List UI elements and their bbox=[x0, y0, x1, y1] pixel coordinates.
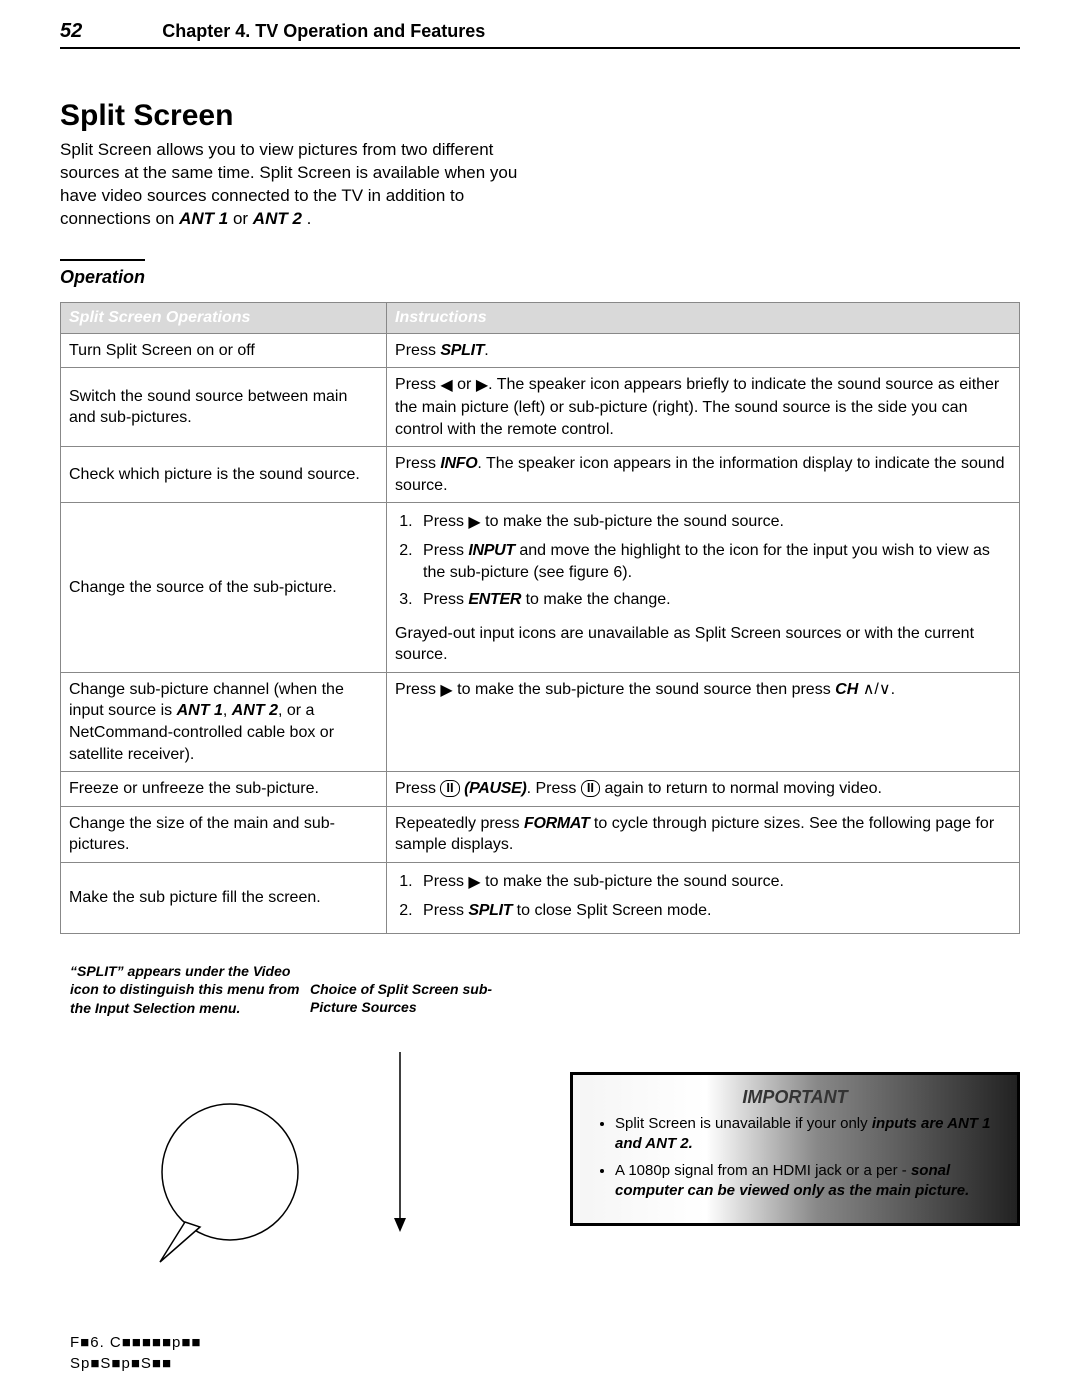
text: Press bbox=[423, 542, 468, 559]
right-arrow-icon: ▶ bbox=[468, 872, 480, 894]
key-format: FORMAT bbox=[524, 815, 589, 832]
key-enter: ENTER bbox=[468, 591, 521, 608]
instr-cell: Press ◀ or ▶. The speaker icon appears b… bbox=[387, 368, 1020, 447]
text: to make the sub-picture the sound source… bbox=[453, 681, 835, 698]
table-row: Change the size of the main and sub-pict… bbox=[61, 806, 1020, 862]
text: Grayed-out input icons are unavailable a… bbox=[395, 625, 974, 664]
operation-heading: Operation bbox=[60, 259, 145, 288]
text: ∧/∨. bbox=[858, 681, 895, 698]
op-cell: Check which picture is the sound source. bbox=[61, 447, 387, 503]
section-intro: Split Screen allows you to view pictures… bbox=[60, 139, 530, 231]
text: to make the change. bbox=[521, 591, 670, 608]
key-split: SPLIT bbox=[468, 902, 512, 919]
ant1: ANT 1 bbox=[177, 702, 223, 719]
th-operations: Split Screen Operations bbox=[61, 302, 387, 333]
list-item: Press ▶ to make the sub-picture the soun… bbox=[417, 871, 1011, 894]
table-row: Check which picture is the sound source.… bbox=[61, 447, 1020, 503]
text: or bbox=[453, 376, 476, 393]
figure-diagram bbox=[60, 1042, 480, 1302]
important-bullet: Split Screen is unavailable if your only… bbox=[615, 1114, 1001, 1155]
important-title: IMPORTANT bbox=[589, 1087, 1001, 1108]
right-arrow-icon: ▶ bbox=[440, 680, 452, 702]
pause-icon: II bbox=[581, 780, 600, 797]
text: Repeatedly press bbox=[395, 815, 524, 832]
important-bullet: A 1080p signal from an HDMI jack or a pe… bbox=[615, 1161, 1001, 1202]
instr-cell: Press ▶ to make the sub-picture the soun… bbox=[387, 672, 1020, 771]
text: Press bbox=[395, 376, 440, 393]
page-number: 52 bbox=[60, 20, 82, 43]
key-pause: (PAUSE) bbox=[464, 780, 527, 797]
op-cell: Switch the sound source between main and… bbox=[61, 368, 387, 447]
ant2: ANT 2 bbox=[232, 702, 278, 719]
text: again to return to normal moving video. bbox=[600, 780, 882, 797]
figure-label: F■6. C■■■■■p■■ Sp■S■p■S■■ bbox=[70, 1332, 202, 1374]
pause-icon: II bbox=[440, 780, 459, 797]
table-row: Freeze or unfreeze the sub-picture. Pres… bbox=[61, 772, 1020, 807]
text: Press bbox=[395, 681, 440, 698]
instr-cell: Press SPLIT. bbox=[387, 333, 1020, 368]
right-arrow-icon: ▶ bbox=[476, 375, 488, 397]
op-cell: Change the size of the main and sub-pict… bbox=[61, 806, 387, 862]
instr-cell: Press INFO. The speaker icon appears in … bbox=[387, 447, 1020, 503]
th-instructions: Instructions bbox=[387, 302, 1020, 333]
intro-period: . bbox=[307, 209, 312, 228]
intro-or: or bbox=[233, 209, 253, 228]
text: , bbox=[223, 702, 232, 719]
left-arrow-icon: ◀ bbox=[440, 375, 452, 397]
op-cell: Turn Split Screen on or off bbox=[61, 333, 387, 368]
key-ch: CH bbox=[835, 681, 858, 698]
figure-label-line2: Sp■S■p■S■■ bbox=[70, 1355, 172, 1372]
instr-cell: Press ▶ to make the sub-picture the soun… bbox=[387, 863, 1020, 934]
table-row: Turn Split Screen on or off Press SPLIT. bbox=[61, 333, 1020, 368]
text: . bbox=[484, 342, 488, 359]
text: Press bbox=[395, 342, 440, 359]
table-row: Make the sub picture fill the screen. Pr… bbox=[61, 863, 1020, 934]
key-split: SPLIT bbox=[440, 342, 484, 359]
figure-label-line1: F■6. C■■■■■p■■ bbox=[70, 1334, 202, 1351]
figure-caption-1: “SPLIT” appears under the Video icon to … bbox=[70, 962, 300, 1017]
text: . The speaker icon appears in the inform… bbox=[395, 455, 1005, 494]
intro-ant1: ANT 1 bbox=[179, 209, 228, 228]
key-input: INPUT bbox=[468, 542, 515, 559]
op-cell: Change sub-picture channel (when the inp… bbox=[61, 672, 387, 771]
text: Press bbox=[423, 873, 468, 890]
list-item: Press SPLIT to close Split Screen mode. bbox=[417, 900, 1011, 922]
text: Press bbox=[395, 455, 440, 472]
text: Press bbox=[395, 780, 440, 797]
figure-area: “SPLIT” appears under the Video icon to … bbox=[60, 962, 1020, 1392]
key-info: INFO bbox=[440, 455, 477, 472]
instr-cell: Repeatedly press FORMAT to cycle through… bbox=[387, 806, 1020, 862]
table-row: Change sub-picture channel (when the inp… bbox=[61, 672, 1020, 771]
section-title: Split Screen bbox=[60, 99, 1020, 133]
table-row: Switch the sound source between main and… bbox=[61, 368, 1020, 447]
text: Press bbox=[423, 591, 468, 608]
text: to make the sub-picture the sound source… bbox=[481, 513, 784, 530]
operations-table: Split Screen Operations Instructions Tur… bbox=[60, 302, 1020, 934]
important-box: IMPORTANT Split Screen is unavailable if… bbox=[570, 1072, 1020, 1226]
page-header: 52 Chapter 4. TV Operation and Features bbox=[60, 20, 1020, 49]
text: . Press bbox=[527, 780, 581, 797]
instr-cell: Press ▶ to make the sub-picture the soun… bbox=[387, 503, 1020, 673]
text: to close Split Screen mode. bbox=[512, 902, 711, 919]
text: A 1080p signal from an HDMI jack or a pe… bbox=[615, 1162, 911, 1179]
text: Split Screen is unavailable if your only bbox=[615, 1115, 872, 1132]
list-item: Press INPUT and move the highlight to th… bbox=[417, 540, 1011, 583]
instr-cell: Press II (PAUSE). Press II again to retu… bbox=[387, 772, 1020, 807]
chapter-title: Chapter 4. TV Operation and Features bbox=[162, 21, 485, 42]
text: Press bbox=[423, 513, 468, 530]
table-row: Change the source of the sub-picture. Pr… bbox=[61, 503, 1020, 673]
op-cell: Make the sub picture fill the screen. bbox=[61, 863, 387, 934]
right-arrow-icon: ▶ bbox=[468, 512, 480, 534]
figure-caption-2: Choice of Split Screen sub-Picture Sourc… bbox=[310, 980, 510, 1016]
op-cell: Freeze or unfreeze the sub-picture. bbox=[61, 772, 387, 807]
text: to make the sub-picture the sound source… bbox=[481, 873, 784, 890]
intro-ant2: ANT 2 bbox=[253, 209, 302, 228]
list-item: Press ▶ to make the sub-picture the soun… bbox=[417, 511, 1011, 534]
list-item: Press ENTER to make the change. bbox=[417, 589, 1011, 611]
op-cell: Change the source of the sub-picture. bbox=[61, 503, 387, 673]
text: Press bbox=[423, 902, 468, 919]
